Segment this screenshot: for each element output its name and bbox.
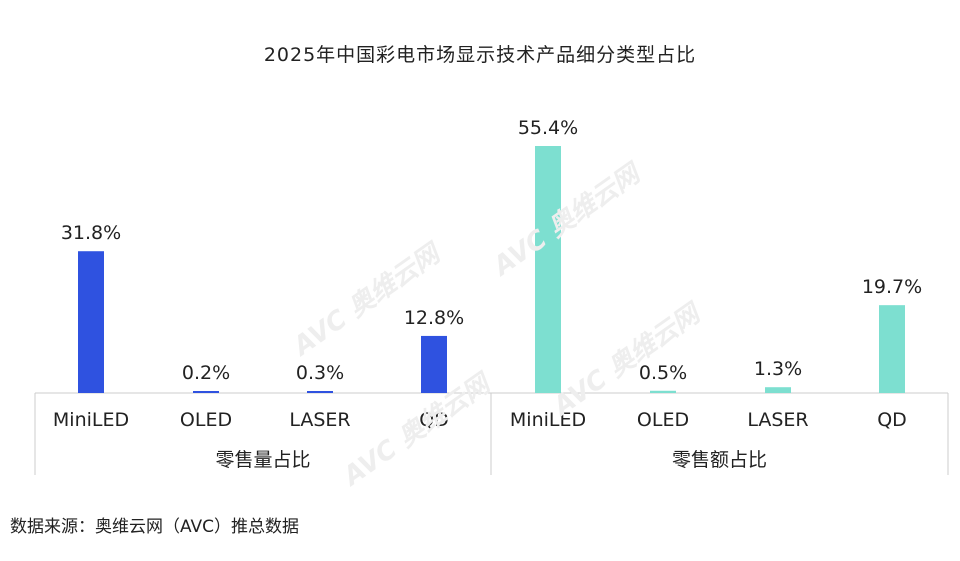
category-label: QD bbox=[877, 409, 907, 431]
bar bbox=[535, 146, 561, 393]
data-label: 12.8% bbox=[404, 307, 464, 329]
bar bbox=[765, 387, 791, 393]
data-label: 31.8% bbox=[61, 222, 121, 244]
group-label: 零售量占比 bbox=[215, 449, 310, 471]
chart-title: 2025年中国彩电市场显示技术产品细分类型占比 bbox=[263, 44, 697, 66]
bar bbox=[879, 305, 905, 393]
category-label: LASER bbox=[289, 409, 350, 431]
category-label: MiniLED bbox=[53, 409, 129, 431]
category-label: MiniLED bbox=[510, 409, 586, 431]
bar bbox=[78, 251, 104, 393]
data-label: 0.5% bbox=[639, 362, 687, 384]
category-label: QD bbox=[419, 409, 449, 431]
category-label: LASER bbox=[747, 409, 808, 431]
bar bbox=[193, 391, 219, 393]
category-label: OLED bbox=[637, 409, 689, 431]
data-label: 0.2% bbox=[182, 362, 230, 384]
category-label: OLED bbox=[180, 409, 232, 431]
source-note: 数据来源：奥维云网（AVC）推总数据 bbox=[10, 517, 300, 537]
group-label: 零售额占比 bbox=[672, 449, 767, 471]
data-label: 55.4% bbox=[518, 117, 578, 139]
data-label: 0.3% bbox=[296, 362, 344, 384]
data-label: 19.7% bbox=[862, 276, 922, 298]
bar bbox=[650, 390, 676, 393]
bar bbox=[421, 335, 447, 393]
bar bbox=[307, 391, 333, 393]
data-label: 1.3% bbox=[754, 358, 802, 380]
